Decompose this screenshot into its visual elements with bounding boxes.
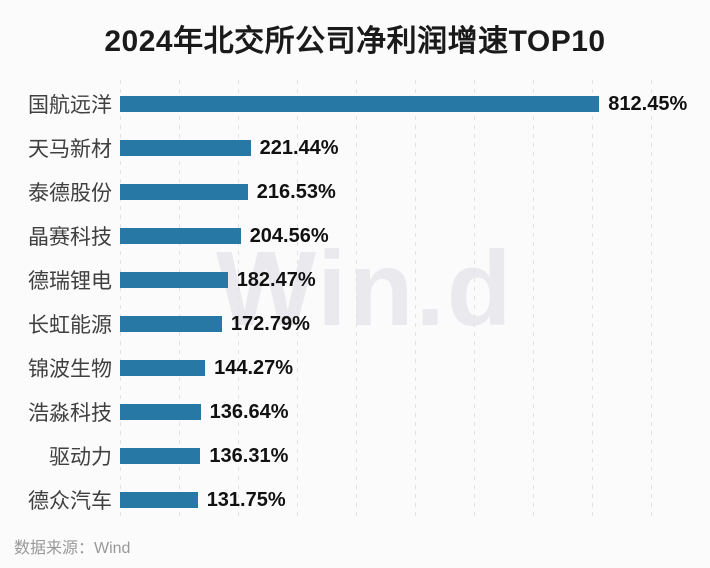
bar [120,272,228,288]
category-label: 德众汽车 [28,490,112,513]
value-label: 182.47% [236,268,316,291]
category-label: 浩淼科技 [28,402,112,425]
data-source-note: 数据来源：Wind [14,540,131,557]
value-label: 812.45% [608,92,688,115]
bar-row: 德众汽车 131.75% [0,478,710,522]
bar [120,404,201,420]
bar-row: 驱动力 136.31% [0,434,710,478]
category-label: 驱动力 [49,446,112,469]
value-label: 221.44% [259,136,339,159]
bar-row: 浩淼科技 136.64% [0,390,710,434]
category-label: 天马新材 [28,138,112,161]
bar-row: 锦波生物 144.27% [0,346,710,390]
value-label: 172.79% [230,312,310,335]
category-label: 国航远洋 [28,94,112,117]
bar-row: 晶赛科技 204.56% [0,214,710,258]
bar [120,316,222,332]
value-label: 131.75% [206,488,286,511]
bar [120,492,198,508]
category-label: 长虹能源 [28,314,112,337]
bar-row: 天马新材 221.44% [0,126,710,170]
bar [120,96,600,112]
value-label: 144.27% [214,356,294,379]
category-label: 晶赛科技 [28,226,112,249]
bar [120,228,241,244]
bar-row: 长虹能源 172.79% [0,302,710,346]
bar-row: 国航远洋 812.45% [0,82,710,126]
bar [120,360,206,376]
category-label: 锦波生物 [28,358,112,381]
wind-watermark: Win.d [216,230,514,348]
bar-row: 泰德股份 216.53% [0,170,710,214]
bar-row: 德瑞锂电 182.47% [0,258,710,302]
value-label: 216.53% [256,180,336,203]
bar [120,448,201,464]
value-label: 136.31% [209,444,289,467]
category-label: 德瑞锂电 [28,270,112,293]
bar [120,184,248,200]
value-label: 136.64% [209,400,289,423]
bar [120,140,251,156]
chart-title: 2024年北交所公司净利润增速TOP10 [104,25,606,58]
bar-rows: 国航远洋 812.45% 天马新材 221.44% 泰德股份 216.53% 晶… [0,82,710,522]
value-label: 204.56% [249,224,329,247]
category-label: 泰德股份 [28,182,112,205]
